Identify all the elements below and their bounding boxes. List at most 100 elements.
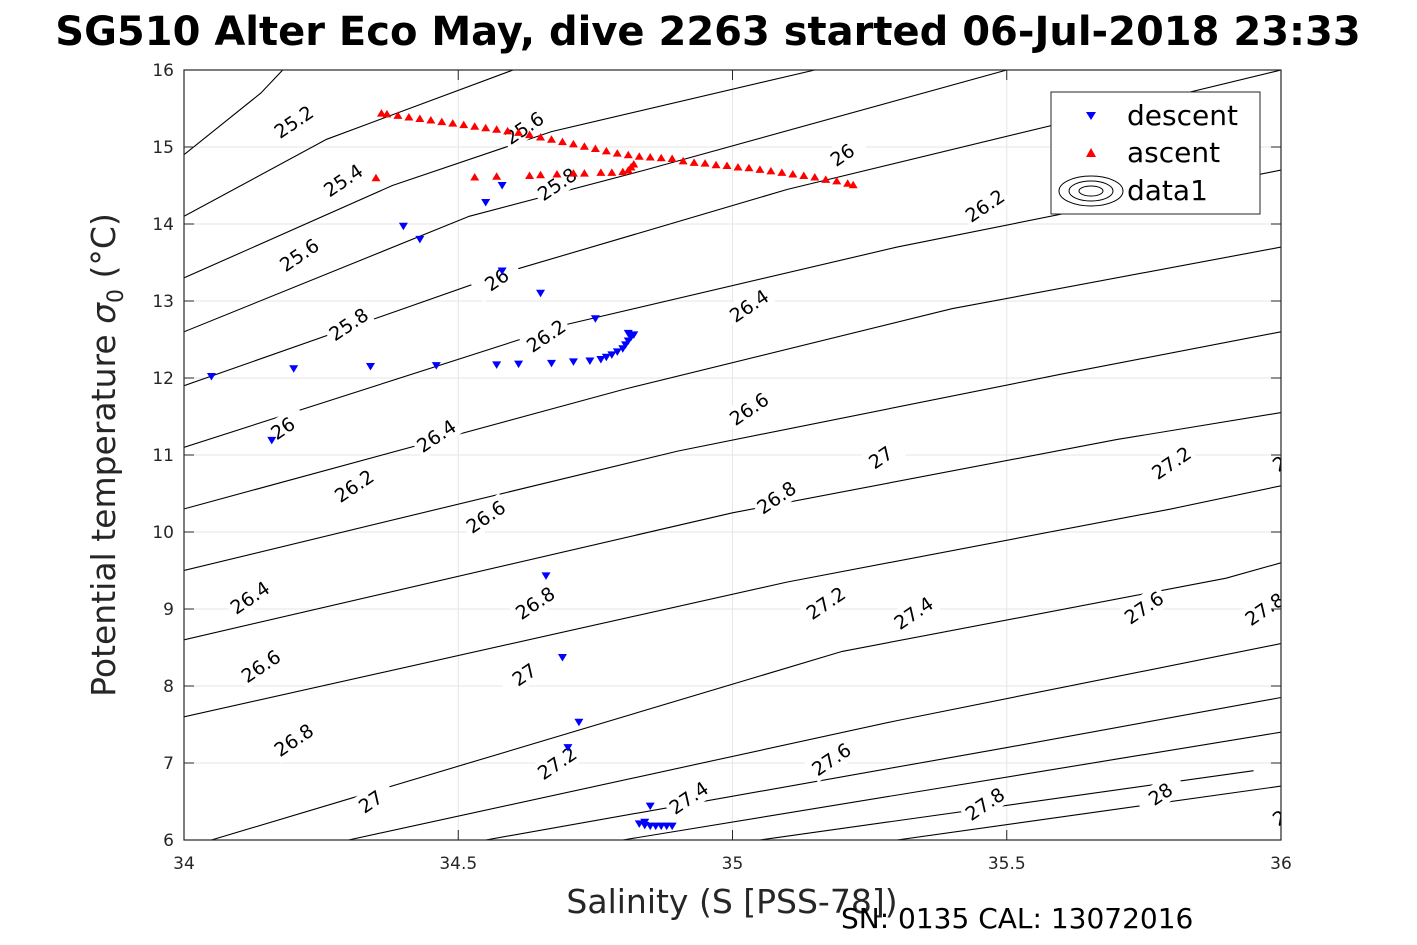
descent-point — [629, 331, 639, 339]
ascent-point — [843, 179, 853, 187]
contour-label-bg — [662, 774, 716, 822]
x-tick-label: 35.5 — [988, 854, 1026, 874]
ascent-point — [711, 160, 721, 169]
contour-label-bg — [958, 182, 1012, 229]
contour-label-bg — [1144, 439, 1198, 487]
y-tick-label: 6 — [163, 831, 174, 851]
ascent-point — [525, 171, 535, 179]
y-tick-label: 8 — [163, 677, 174, 697]
x-axis-label: Salinity (S [PSS-78]) — [566, 882, 897, 921]
contour-line-26.6 — [184, 331, 1281, 572]
contour-line-28.2 — [896, 785, 1281, 840]
descent-point — [645, 802, 655, 811]
ascent-point — [766, 166, 776, 175]
descent-point — [585, 357, 595, 366]
contour-label-bg — [343, 778, 398, 825]
contour-line-27.2 — [211, 562, 1281, 840]
ascent-point — [590, 144, 600, 153]
x-tick-label: 34.5 — [439, 854, 477, 874]
y-tick-label: 12 — [152, 369, 174, 389]
y-axis-label-sub: 0 — [104, 289, 129, 303]
descent-point — [415, 235, 425, 244]
ascent-point — [612, 149, 622, 157]
data-points — [206, 109, 858, 831]
ascent-point — [821, 175, 831, 183]
contour-label-bg — [267, 98, 321, 145]
ascent-point — [536, 170, 546, 179]
ascent-point — [382, 109, 392, 118]
contour-line-27.8 — [622, 731, 1281, 840]
ascent-point — [371, 173, 381, 182]
contour-label-bg — [799, 579, 853, 627]
serial-calibration-footer: SN: 0135 CAL: 13072016 — [841, 902, 1193, 935]
ascent-point — [799, 171, 809, 179]
descent-point — [607, 351, 617, 359]
contour-label-bg — [1293, 285, 1346, 332]
ascent-point — [568, 139, 578, 148]
contour-label-bg — [470, 256, 524, 303]
ascent-point — [810, 173, 820, 181]
ascent-point — [777, 168, 787, 176]
descent-point — [563, 744, 573, 752]
descent-point — [289, 365, 299, 373]
contour-label-bg — [1237, 585, 1281, 633]
descent-point — [206, 372, 216, 381]
descent-point — [596, 356, 606, 364]
legend-box — [1050, 91, 1261, 215]
ascent-point — [503, 126, 513, 135]
legend-ascent-marker — [1086, 148, 1096, 157]
ascent-point — [514, 128, 524, 136]
contour-label: 26.6 — [1280, 201, 1327, 243]
contour-label-bg — [1265, 431, 1281, 479]
descent-point — [623, 329, 633, 338]
ascent-point — [481, 123, 491, 132]
ascent-point — [832, 176, 842, 185]
ascent-point — [623, 150, 633, 159]
y-axis-ticks: 6 7 8 9 10 11 12 13 14 15 16 — [152, 61, 1281, 851]
y-tick-label: 10 — [152, 523, 174, 543]
contour-label-bg — [804, 735, 858, 783]
ascent-point — [607, 168, 617, 176]
contour-label-bg — [234, 642, 288, 690]
contour-label-bg — [508, 579, 562, 627]
descent-point — [541, 572, 551, 580]
contour-label: 26.8 — [1296, 289, 1343, 331]
ascent-point — [459, 120, 469, 129]
y-axis-label-unit: (°C) — [84, 213, 123, 289]
ascent-point — [667, 154, 677, 163]
descent-point — [536, 289, 546, 298]
contour-label-bg — [958, 780, 1012, 828]
contour-label-bg — [853, 433, 908, 481]
ascent-point — [579, 142, 589, 150]
contour-label-bg — [497, 651, 551, 698]
descent-point — [481, 198, 491, 207]
descent-point — [492, 361, 502, 369]
descent-point — [514, 360, 524, 369]
contour-label-bg — [272, 231, 326, 279]
ascent-point — [492, 172, 502, 180]
contour-line-25.4 — [184, 70, 514, 217]
contour-label-bg — [1265, 785, 1281, 833]
contour-label-bg — [223, 574, 277, 621]
descent-point — [667, 822, 677, 831]
ascent-point — [788, 169, 798, 178]
contour-line-25.2 — [184, 70, 284, 156]
grid-lines — [183, 69, 1282, 841]
chart-title: SG510 Alter Eco May, dive 2263 started 0… — [55, 9, 1360, 55]
contour-label-bg — [1133, 770, 1187, 818]
contour-label-bg — [519, 312, 573, 360]
contour-label-bg — [530, 160, 584, 208]
contour-line-27.4 — [348, 643, 1281, 840]
descent-point — [365, 362, 375, 371]
contour-line-27.6 — [485, 696, 1281, 840]
contour-line-25.6 — [184, 70, 815, 279]
contour-label-bg — [459, 493, 513, 540]
ascent-point — [536, 132, 546, 141]
ascent-point — [470, 173, 480, 181]
contour-label-bg — [1276, 197, 1281, 245]
descent-point — [601, 353, 611, 362]
x-tick-label: 36 — [1270, 854, 1292, 874]
ascent-point — [546, 135, 556, 143]
descent-point — [640, 818, 650, 827]
